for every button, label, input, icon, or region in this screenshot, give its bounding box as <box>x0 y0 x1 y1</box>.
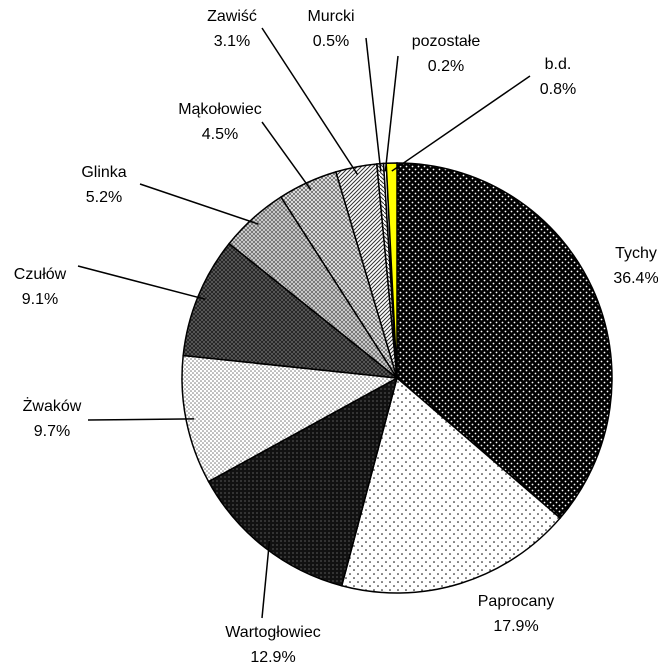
value-label: 0.5% <box>313 33 349 50</box>
slice-label: Murcki <box>307 8 354 25</box>
slice-label: Mąkołowiec <box>178 101 262 118</box>
leader-line <box>261 121 312 191</box>
value-label: 12.9% <box>250 649 295 666</box>
slice-label: Glinka <box>81 164 126 181</box>
slice-label: Paprocany <box>478 593 555 610</box>
slice <box>207 376 399 587</box>
leader-line <box>391 75 531 172</box>
slice <box>396 162 613 520</box>
value-label: 9.1% <box>22 291 58 308</box>
value-label: 17.9% <box>493 618 538 635</box>
value-label: 0.8% <box>540 81 576 98</box>
value-label: 36.4% <box>613 270 658 287</box>
slice <box>181 354 400 483</box>
slice-label: Zawiść <box>207 8 257 25</box>
value-label: 3.1% <box>214 33 250 50</box>
slice <box>340 376 562 594</box>
slice-label: Tychy <box>615 245 657 262</box>
slice-label: b.d. <box>545 56 572 73</box>
slice-label: pozostałe <box>412 33 481 50</box>
slice-label: Żwaków <box>23 396 82 415</box>
slice-label: Wartogłowiec <box>225 624 320 641</box>
leader-line <box>365 37 382 172</box>
value-label: 4.5% <box>202 126 238 143</box>
leader-line <box>139 183 259 225</box>
value-label: 5.2% <box>86 189 122 206</box>
leader-line <box>261 540 271 619</box>
slice <box>182 242 400 380</box>
value-label: 0.2% <box>428 58 464 75</box>
leader-line <box>87 418 195 421</box>
value-label: 9.7% <box>34 423 70 440</box>
leader-line <box>261 27 359 176</box>
labels: Tychy 36.4% Paprocany 17.9% Wartogłowiec 12.9… <box>14 8 658 666</box>
slice-label: Czułów <box>14 266 67 283</box>
leader-line <box>384 55 399 172</box>
pie <box>181 162 613 594</box>
leader-line <box>77 265 206 301</box>
